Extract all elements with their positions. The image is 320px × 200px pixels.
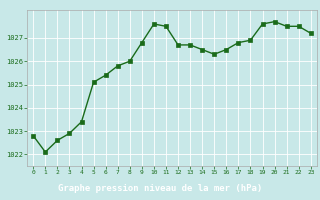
Text: Graphe pression niveau de la mer (hPa): Graphe pression niveau de la mer (hPa) xyxy=(58,184,262,193)
